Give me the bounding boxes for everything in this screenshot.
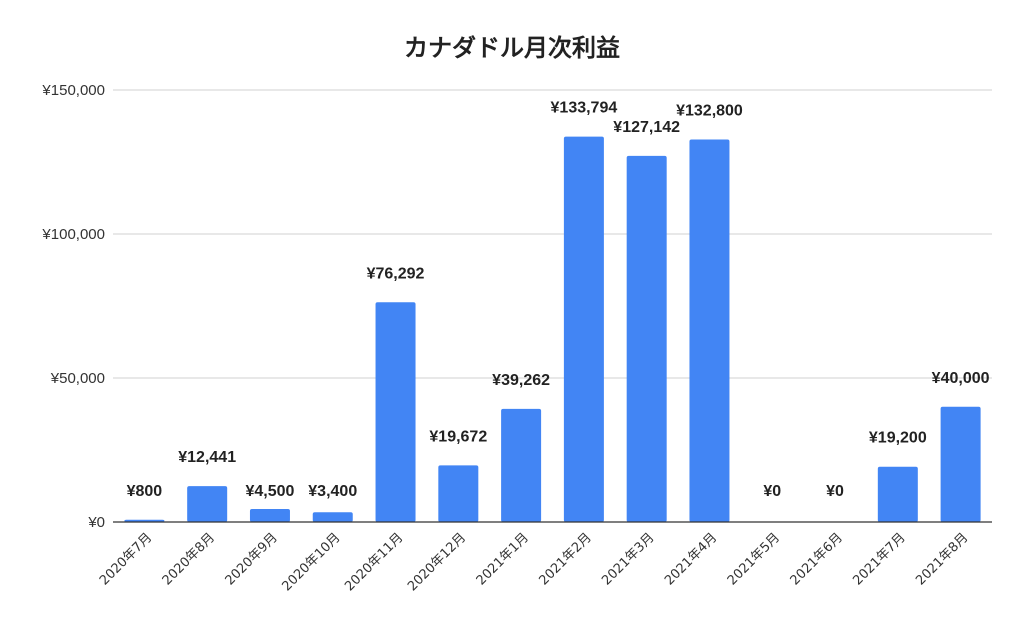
bar (689, 139, 730, 522)
x-tick-label: 2020年10月 (279, 530, 343, 594)
bar (438, 465, 479, 522)
x-tick-label: 2021年8月 (913, 530, 971, 588)
bars (124, 136, 981, 522)
data-label: ¥19,200 (869, 430, 927, 447)
bar (249, 509, 290, 522)
x-tick-label: 2020年12月 (405, 530, 469, 594)
bar (312, 512, 353, 522)
data-labels: ¥800 ¥12,441 ¥4,500 ¥3,400 ¥76,292 ¥19,672 ¥39… (127, 100, 990, 500)
data-label: ¥76,292 (367, 265, 425, 282)
y-tick-label: ¥100,000 (41, 226, 105, 243)
data-label: ¥133,794 (551, 100, 618, 117)
bar (877, 466, 918, 522)
x-tick-label: 2021年3月 (599, 530, 657, 588)
x-tick-label: 2020年11月 (342, 530, 406, 594)
gridlines (113, 89, 992, 379)
data-label: ¥19,672 (429, 428, 487, 445)
x-tick-label: 2020年7月 (97, 530, 155, 588)
y-axis-ticks: ¥0 ¥50,000 ¥100,000 ¥150,000 (41, 82, 105, 531)
data-label: ¥127,142 (613, 119, 680, 136)
y-tick-label: ¥0 (87, 514, 105, 531)
y-tick-label: ¥50,000 (50, 370, 105, 387)
bar (375, 302, 416, 522)
data-label: ¥4,500 (245, 483, 294, 500)
x-tick-label: 2021年1月 (474, 530, 532, 588)
x-tick-label: 2021年7月 (850, 530, 908, 588)
data-label: ¥800 (127, 483, 163, 500)
x-tick-label: 2021年4月 (662, 530, 720, 588)
bar (626, 155, 667, 522)
bar (187, 486, 228, 522)
data-label: ¥12,441 (178, 449, 236, 466)
x-tick-label: 2021年5月 (725, 530, 783, 588)
x-axis-ticks: 2020年7月 2020年8月 2020年9月2020年10月2020年11月202… (97, 530, 971, 594)
bar (501, 408, 542, 522)
data-label: ¥0 (763, 483, 781, 500)
data-label: ¥39,262 (492, 372, 550, 389)
chart-title: カナダドル月次利益 (404, 34, 620, 62)
data-label: ¥0 (826, 483, 844, 500)
data-label: ¥40,000 (932, 370, 990, 387)
y-tick-label: ¥150,000 (41, 82, 105, 99)
data-label: ¥132,800 (676, 103, 743, 120)
bar (563, 136, 604, 522)
x-tick-label: 2021年6月 (788, 530, 846, 588)
x-tick-label: 2020年9月 (223, 530, 281, 588)
x-tick-label: 2021年2月 (536, 530, 594, 588)
bar (940, 406, 981, 522)
data-label: ¥3,400 (308, 483, 357, 500)
x-tick-label: 2020年8月 (160, 530, 218, 588)
